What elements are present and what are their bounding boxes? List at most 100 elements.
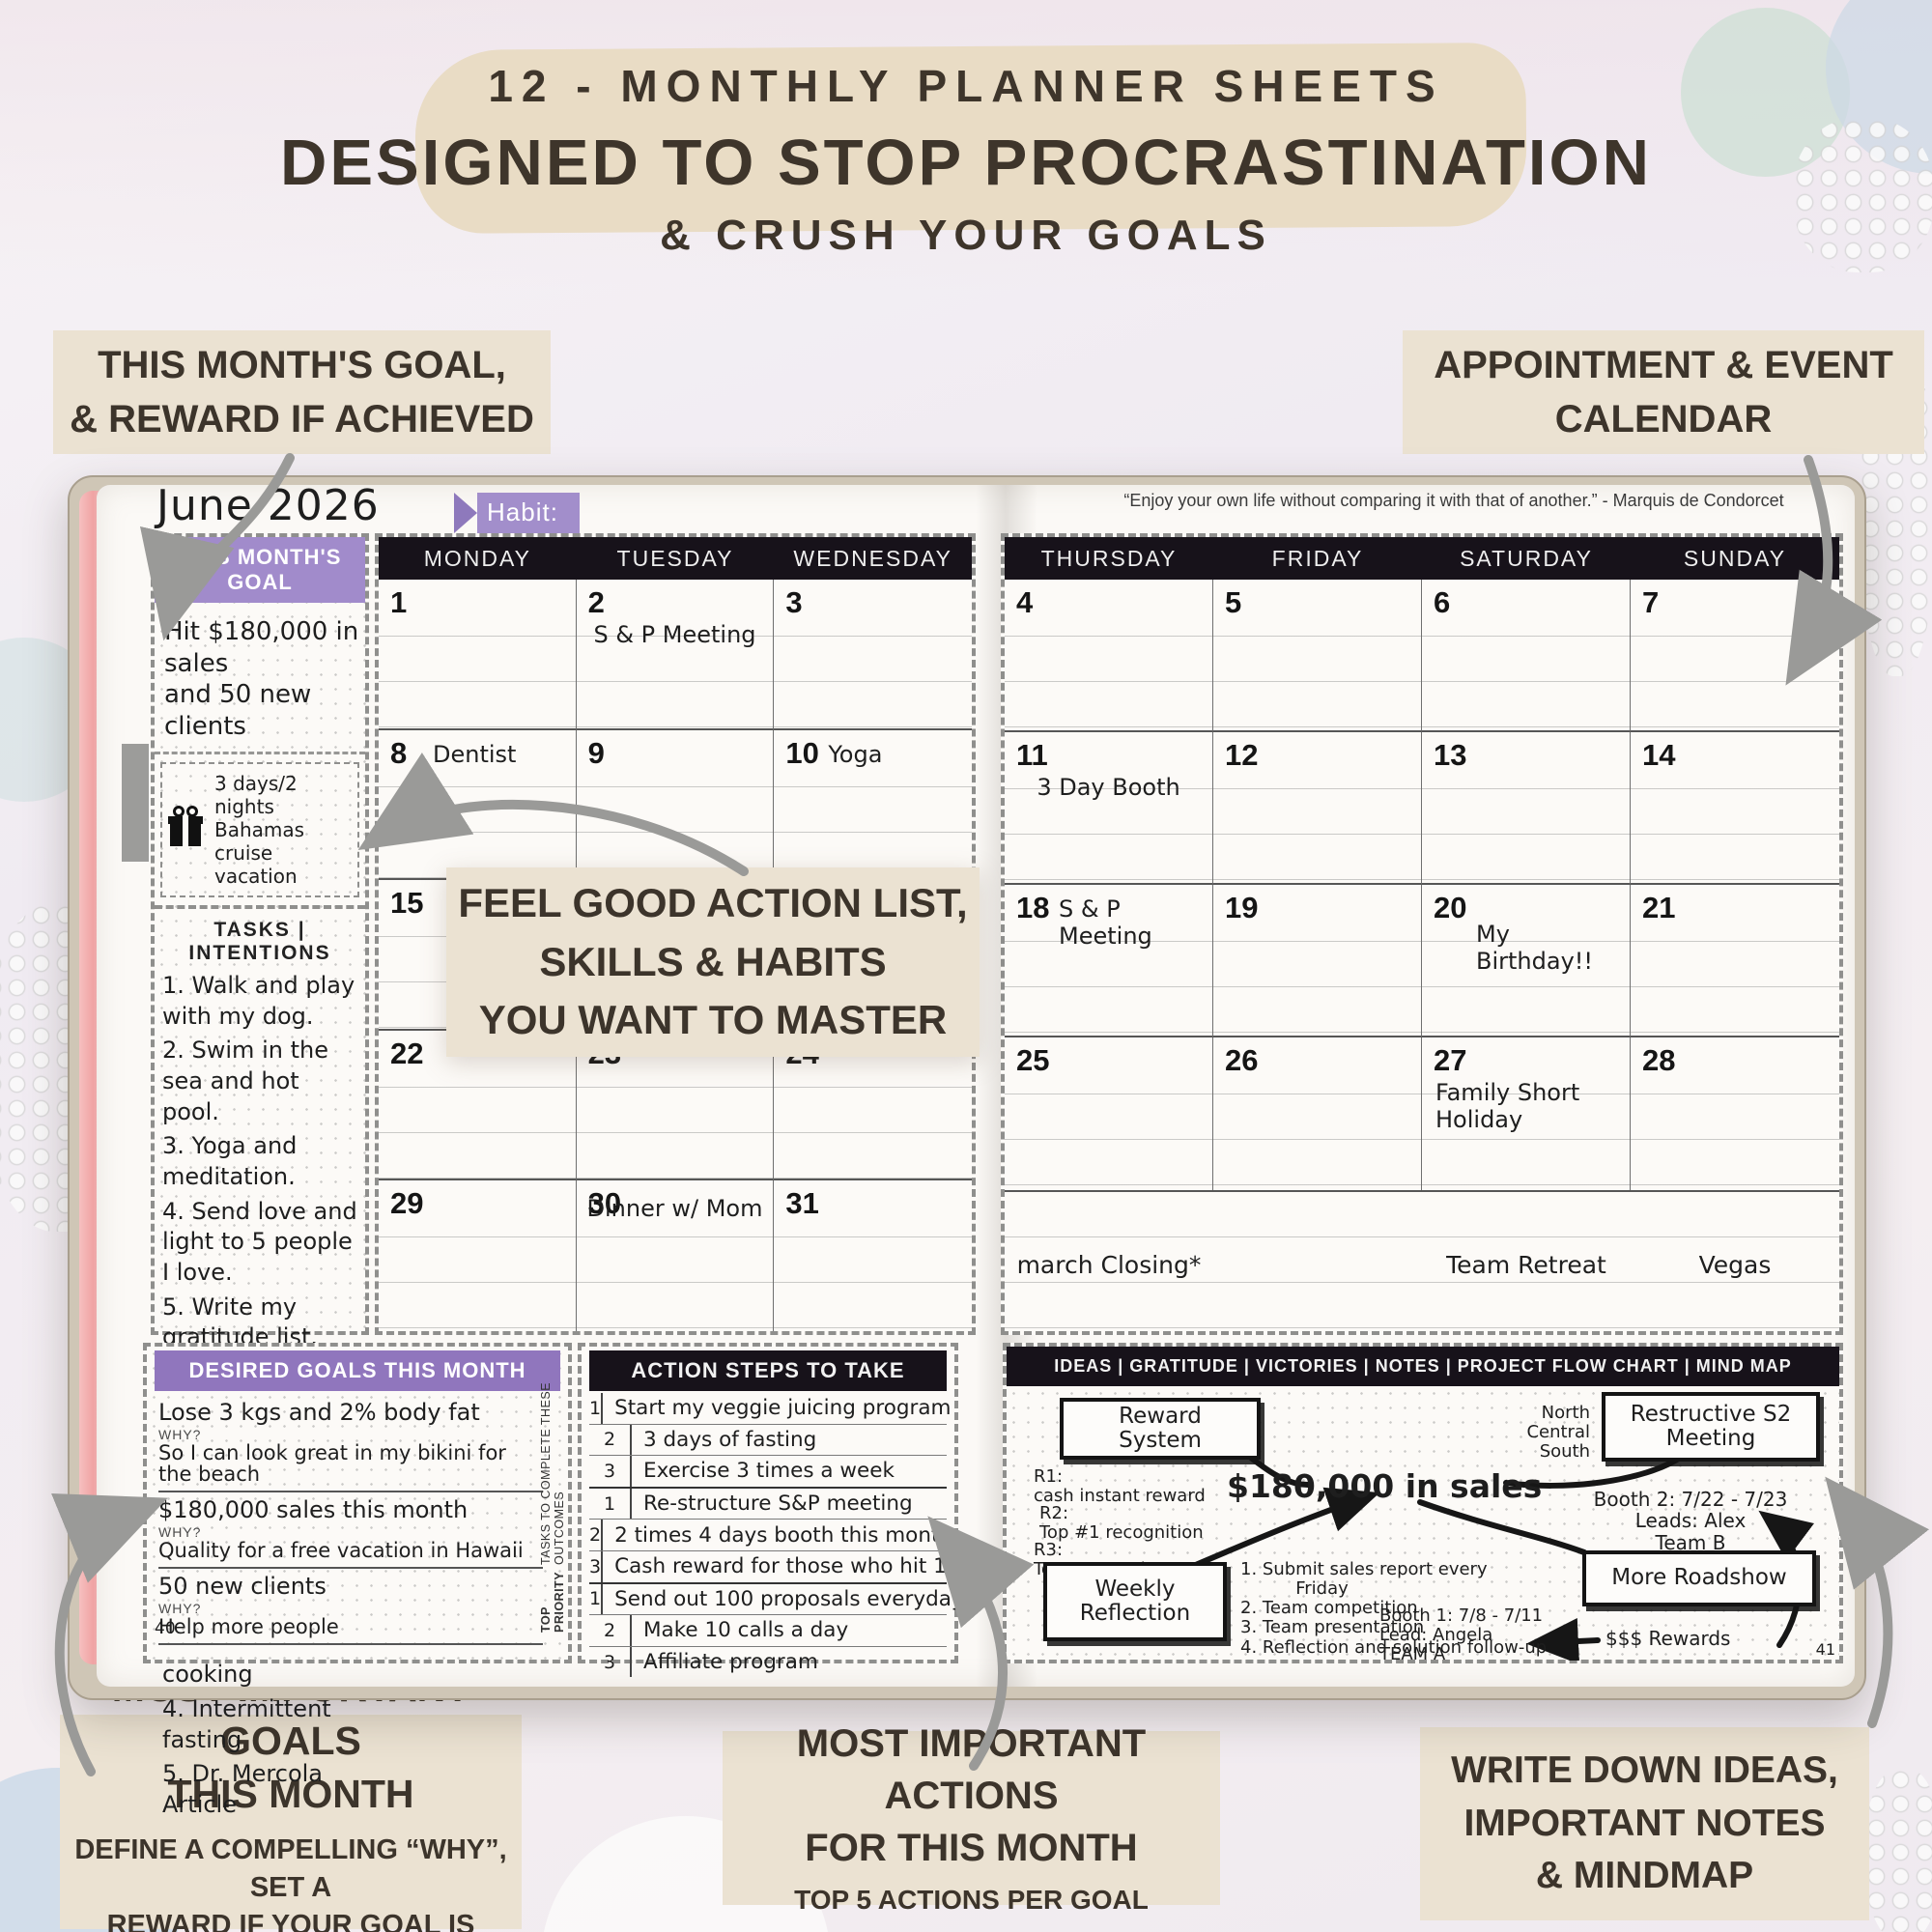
header-line1: 12 - MONTHLY PLANNER SHEETS <box>488 61 1444 111</box>
calendar-cell: 21 <box>1631 885 1839 1037</box>
planner-side-tab <box>122 744 149 862</box>
goal-column: THIS MONTH'S GOAL Hit $180,000 in sales … <box>151 533 369 1818</box>
callout-monthly-goal: THIS MONTH'S GOAL, & REWARD IF ACHIEVED <box>53 330 551 454</box>
callout-appointment-calendar: APPOINTMENT & EVENT CALENDAR <box>1403 330 1924 454</box>
action-row: 1 Start my veggie juicing program <box>589 1393 951 1425</box>
action-row: 1 Send out 100 proposals everyday <box>589 1583 964 1616</box>
calendar-cell: 12 <box>1213 732 1422 885</box>
restructive-meeting-box: Restructive S2 Meeting <box>1602 1392 1820 1462</box>
decor-dots <box>1864 1768 1932 1932</box>
page-number: 41 <box>1815 1640 1835 1659</box>
goal-entry: $180,000 sales this month WHY? Quality f… <box>158 1492 543 1570</box>
calendar-right-page: THURSDAY FRIDAY SATURDAY SUNDAY 4 5 6 7 … <box>1001 533 1843 1337</box>
calendar-note: Team Retreat <box>1446 1250 1606 1279</box>
calendar-cell: 8 Dentist <box>379 729 577 881</box>
callout-write-ideas: WRITE DOWN IDEAS, IMPORTANT NOTES & MIND… <box>1420 1727 1869 1920</box>
task-item: 2. Swim in the sea and hot pool. <box>162 1037 328 1125</box>
calendar-note <box>1213 1192 1422 1337</box>
action-row: 3 Cash reward for those who hit 100% <box>589 1550 993 1584</box>
r2-note: R2: Top #1 recognition <box>1039 1503 1204 1544</box>
calendar-cell: 28 <box>1631 1037 1839 1190</box>
skill-item: 4. Intermittent fasting <box>162 1695 331 1753</box>
callout-feel-good-list: FEEL GOOD ACTION LIST, SKILLS & HABITS Y… <box>446 867 980 1057</box>
calendar-cell: 20 My Birthday!! <box>1422 885 1631 1037</box>
header-line2: DESIGNED TO STOP PROCRASTINATION <box>279 127 1653 199</box>
why-label: WHY? <box>158 1524 202 1541</box>
r1-note: R1: cash instant reward <box>1034 1466 1206 1507</box>
calendar-cell: 18 S & P Meeting <box>1005 885 1213 1037</box>
calendar-cell: 4 <box>1005 580 1213 732</box>
calendar-cell: 5 <box>1213 580 1422 732</box>
decor-dots <box>1793 118 1932 272</box>
calendar-cell: 25 <box>1005 1037 1213 1190</box>
mindmap-section: IDEAS | GRATITUDE | VICTORIES | NOTES | … <box>1003 1343 1843 1665</box>
day-label: SUNDAY <box>1683 545 1787 571</box>
action-row: 2 Make 10 calls a day <box>589 1615 947 1647</box>
reward-box: 3 days/2 nights Bahamas cruise vacation <box>160 762 359 897</box>
task-item: 4. Send love and light to 5 people I lov… <box>162 1197 357 1287</box>
month-goal-text: Hit $180,000 in sales and 50 new clients <box>155 603 365 754</box>
booth1-note: Booth 1: 7/8 - 7/11 Lead: Angela TEAM A <box>1379 1605 1544 1665</box>
reward-system-box: Reward System <box>1060 1398 1261 1460</box>
desired-goals-header: DESIRED GOALS THIS MONTH <box>155 1350 560 1391</box>
more-roadshow-box: More Roadshow <box>1582 1550 1816 1606</box>
day-label: MONDAY <box>423 545 531 571</box>
calendar-day-header: THURSDAY FRIDAY SATURDAY SUNDAY <box>1005 537 1839 580</box>
mindmap-body: Reward System North Central South Restru… <box>1007 1386 1839 1665</box>
mindmap-header: IDEAS | GRATITUDE | VICTORIES | NOTES | … <box>1007 1347 1839 1386</box>
action-steps-section: ACTION STEPS TO TAKE 1 Start my veggie ju… <box>578 1343 993 1678</box>
calendar-cell: 14 <box>1631 732 1839 885</box>
goal-entry: 50 new clients WHY? Help more people <box>158 1569 543 1646</box>
page-header: 12 - MONTHLY PLANNER SHEETS DESIGNED TO … <box>270 60 1662 260</box>
calendar-cell: 27 Family Short Holiday <box>1422 1037 1631 1190</box>
goal-entry: Lose 3 kgs and 2% body fat WHY? So I can… <box>158 1395 543 1493</box>
task-item: 1. Walk and play with my dog. <box>162 972 355 1030</box>
callout-subtitle: DEFINE A COMPELLING “WHY”, SET A REWARD … <box>74 1833 507 1932</box>
calendar-cell: 11 3 Day Booth <box>1005 732 1213 885</box>
calendar-cell: 7 <box>1631 580 1839 732</box>
calendar-cell: 19 <box>1213 885 1422 1037</box>
top-priority-side-label: TOP PRIORITY TASKS TO COMPLETE THESE OUT… <box>539 1381 566 1633</box>
calendar-cell: 31 <box>774 1180 972 1331</box>
day-label: THURSDAY <box>1040 545 1178 571</box>
gift-icon <box>166 805 205 855</box>
calendar-cell: 10 Yoga <box>774 729 972 881</box>
calendar-notes-row: march Closing* Team Retreat Vegas <box>1005 1190 1839 1337</box>
calendar-cell: 1 <box>379 580 577 730</box>
calendar-cell: 30 Dinner w/ Mom <box>576 1180 775 1331</box>
calendar-cell: 29 <box>379 1180 577 1331</box>
weekly-reflection-box: Weekly Reflection <box>1043 1562 1227 1641</box>
action-row: 3 Exercise 3 times a week <box>589 1456 947 1489</box>
month-goal-header: THIS MONTH'S GOAL <box>155 537 365 603</box>
callout-title: MOST IMPORTANT ACTIONS FOR THIS MONTH <box>796 1722 1147 1870</box>
day-label: FRIDAY <box>1271 545 1364 571</box>
booth2-note: Booth 2: 7/22 - 7/23 Leads: Alex Team B <box>1593 1488 1788 1554</box>
rewards-note: $$$ Rewards <box>1605 1627 1731 1650</box>
day-label: WEDNESDAY <box>793 545 952 571</box>
day-label: TUESDAY <box>616 545 734 571</box>
calendar-cell: 26 <box>1213 1037 1422 1190</box>
calendar-cell: 9 <box>576 729 775 881</box>
why-label: WHY? <box>158 1427 202 1442</box>
desired-goals-body: Lose 3 kgs and 2% body fat WHY? So I can… <box>147 1391 568 1646</box>
month-title: June 2026 <box>156 481 380 530</box>
header-line3: & CRUSH YOUR GOALS <box>660 212 1272 259</box>
habit-flag: Habit: <box>454 492 580 534</box>
desired-goals-section: DESIRED GOALS THIS MONTH Lose 3 kgs and … <box>143 1343 572 1663</box>
action-steps-header: ACTION STEPS TO TAKE <box>589 1350 947 1391</box>
callout-subtitle: TOP 5 ACTIONS PER GOAL <box>794 1885 1149 1916</box>
calendar-grid: 4 5 6 7 11 3 Day Booth 12 13 14 18 S & P M… <box>1005 580 1839 1190</box>
quote-text: “Enjoy your own life without comparing i… <box>1123 491 1784 510</box>
calendar-note: Vegas <box>1698 1250 1772 1279</box>
planner-spread: June 2026 Habit: “Enjoy your own life wi… <box>68 475 1866 1818</box>
mindmap-center-goal: $180,000 in sales <box>1227 1467 1543 1505</box>
calendar-day-header: MONDAY TUESDAY WEDNESDAY <box>379 537 972 580</box>
tasks-intentions-header: TASKS | INTENTIONS <box>155 905 365 969</box>
calendar-cell: 6 <box>1422 580 1631 732</box>
